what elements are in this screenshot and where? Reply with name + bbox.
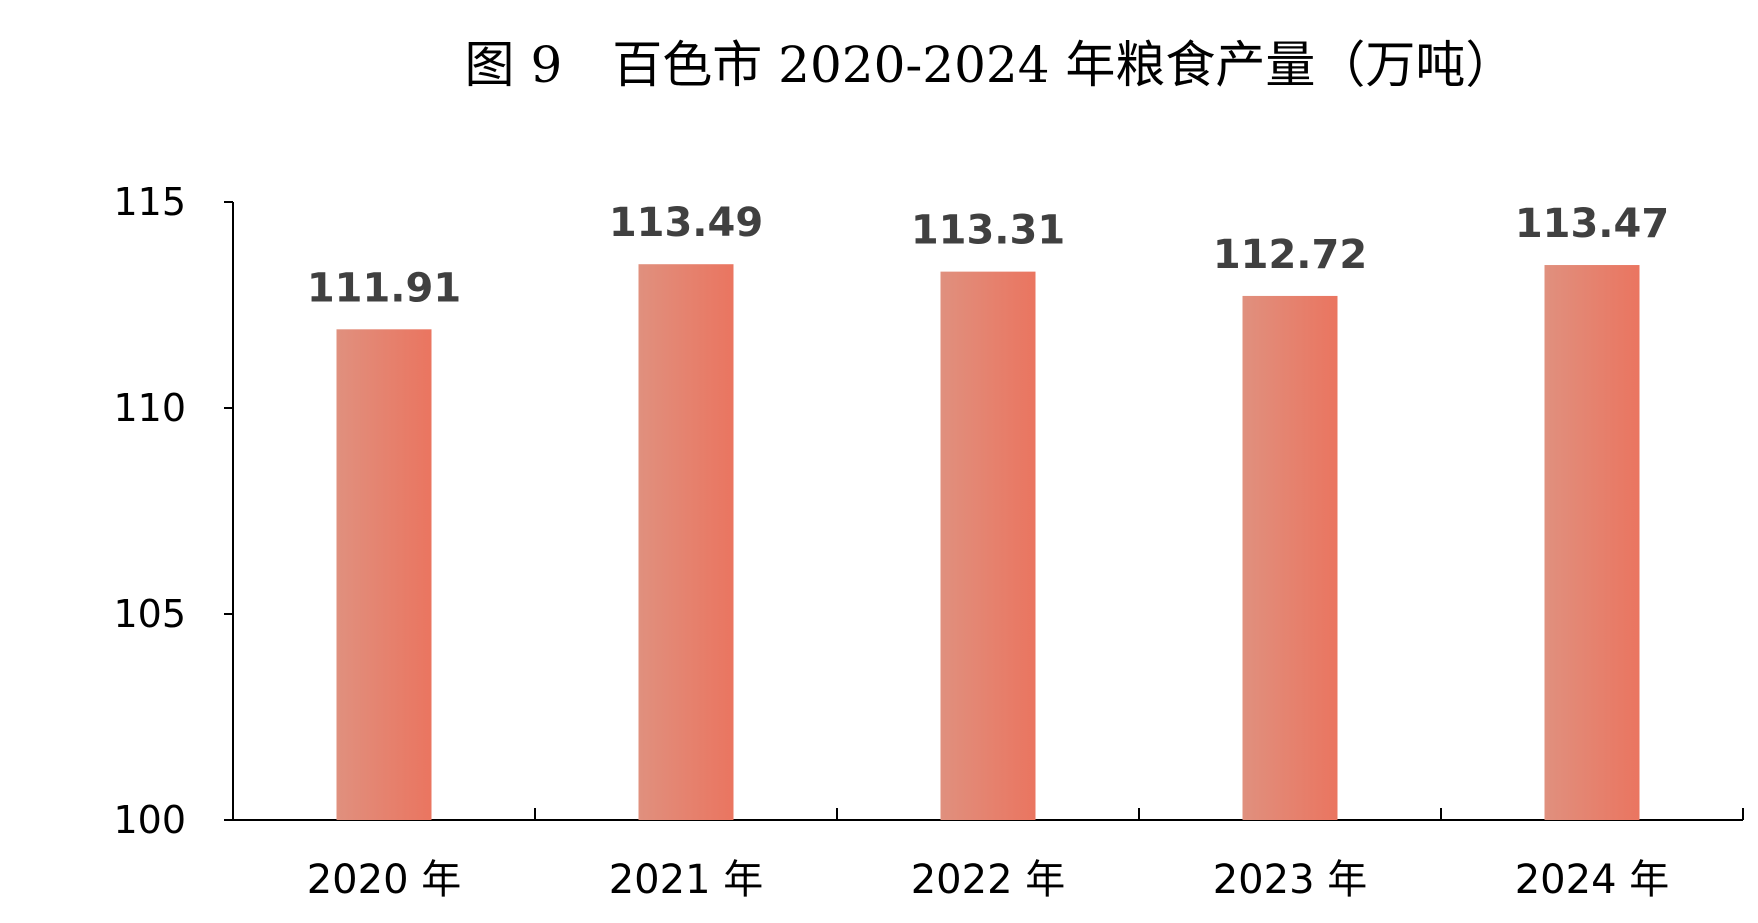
data-labels: 111.91 113.49 113.31 112.72 113.47 [307,200,1669,311]
bar [940,271,1036,820]
y-tick-labels: 100 105 110 115 [113,180,186,842]
y-tick-label: 115 [113,180,186,224]
bar [638,264,734,820]
x-tick-label: 2022 年 [911,857,1066,903]
chart-title: 图 9 百色市 2020-2024 年粮食产量（万吨） [465,36,1516,94]
x-tick-label: 2023 年 [1213,857,1368,903]
x-tick-label: 2024 年 [1515,857,1670,903]
bars [336,264,1640,820]
x-tick-labels: 2020 年 2021 年 2022 年 2023 年 2024 年 [307,857,1670,903]
data-label: 113.31 [911,208,1065,254]
data-label: 113.49 [609,200,763,246]
y-tick-label: 105 [113,592,186,636]
bar [1242,295,1338,820]
bar [1544,265,1640,820]
y-tick-label: 100 [113,798,186,842]
x-tick-label: 2020 年 [307,857,462,903]
y-tick-label: 110 [113,386,186,430]
data-label: 113.47 [1515,201,1669,247]
x-tick-label: 2021 年 [609,857,764,903]
data-label: 111.91 [307,265,461,311]
data-label: 112.72 [1213,232,1367,278]
bar [336,329,432,820]
